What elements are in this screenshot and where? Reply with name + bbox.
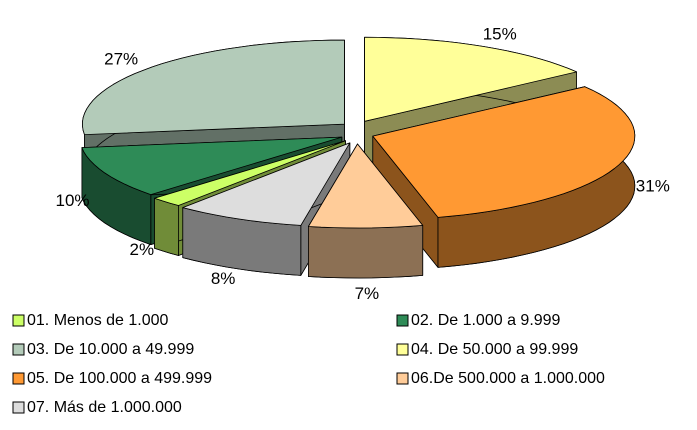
legend-label: 05. De 100.000 a 499.999	[27, 370, 212, 387]
slice	[307, 143, 424, 279]
data-label: 8%	[211, 269, 236, 288]
slice-top	[372, 86, 636, 218]
legend-swatch	[12, 343, 25, 356]
legend-item: 06.De 500.000 a 1.000.000	[396, 370, 605, 387]
slice-top	[307, 143, 424, 229]
legend-item: 03. De 10.000 a 49.999	[12, 341, 194, 358]
legend-label: 04. De 50.000 a 99.999	[411, 341, 578, 358]
legend-item: 02. De 1.000 a 9.999	[396, 312, 561, 329]
slice	[372, 86, 636, 268]
legend-label: 02. De 1.000 a 9.999	[411, 312, 561, 329]
legend-label: 07. Más de 1.000.000	[27, 399, 182, 416]
legend-item: 04. De 50.000 a 99.999	[396, 341, 578, 358]
legend-item: 05. De 100.000 a 499.999	[12, 370, 212, 387]
slice-top	[81, 136, 343, 196]
slice-top	[154, 140, 346, 206]
data-label: 27%	[104, 50, 138, 69]
slice-side	[154, 197, 179, 256]
legend-item: 01. Menos de 1.000	[12, 312, 169, 329]
legend-swatch	[396, 372, 409, 385]
slice-top	[182, 142, 351, 226]
slice-top	[364, 36, 577, 122]
legend-swatch	[12, 401, 25, 414]
legend-swatch	[12, 372, 25, 385]
slice-side	[307, 224, 424, 279]
legend-swatch	[396, 314, 409, 327]
data-label: 31%	[636, 177, 670, 196]
slice-top	[82, 39, 345, 136]
data-label: 10%	[56, 191, 90, 210]
legend-swatch	[396, 343, 409, 356]
legend-swatch	[12, 314, 25, 327]
data-label: 2%	[129, 240, 154, 259]
legend-label: 01. Menos de 1.000	[27, 312, 169, 329]
legend-item: 07. Más de 1.000.000	[12, 399, 182, 416]
legend-label: 03. De 10.000 a 49.999	[27, 341, 194, 358]
data-label: 7%	[355, 284, 380, 303]
data-label: 15%	[483, 25, 517, 44]
legend-label: 06.De 500.000 a 1.000.000	[411, 370, 605, 387]
